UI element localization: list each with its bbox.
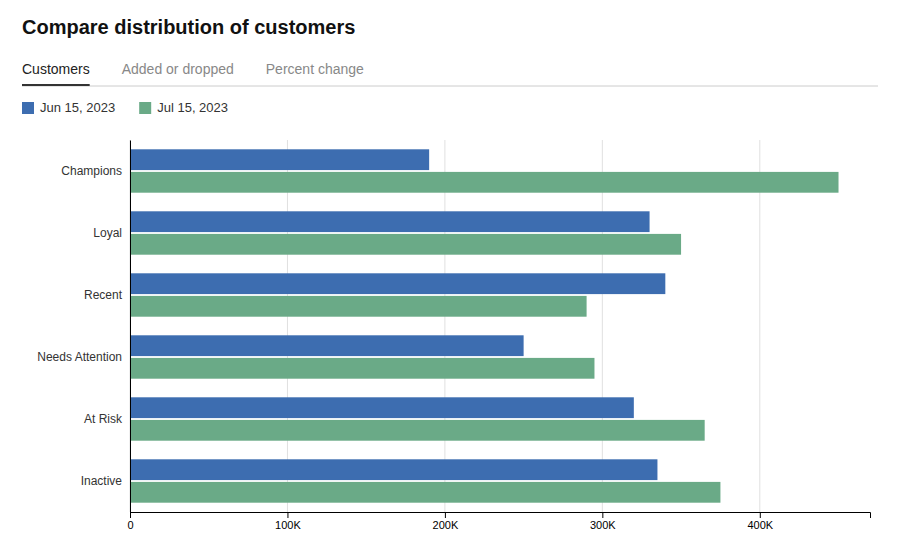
legend-label: Jul 15, 2023 xyxy=(157,100,228,115)
bar xyxy=(130,273,665,294)
grid-line xyxy=(287,140,288,512)
y-tick-label: Loyal xyxy=(93,226,122,240)
bar xyxy=(130,358,594,379)
y-tick-label: At Risk xyxy=(84,412,123,426)
title: Compare distribution of customers xyxy=(22,16,355,38)
y-tick: Needs Attention xyxy=(37,350,130,364)
legend-item: Jun 15, 2023 xyxy=(22,100,115,115)
x-tick-mark xyxy=(760,512,761,518)
plot: 0 100K 200K 300K 400K Champions Loyal Recent Nee… xyxy=(37,140,870,531)
legend-item: Jul 15, 2023 xyxy=(139,100,228,115)
grid-line xyxy=(130,140,131,512)
y-tick: Recent xyxy=(84,288,130,302)
y-tick-label: Needs Attention xyxy=(37,350,122,364)
tab-separator xyxy=(22,86,878,87)
grid-line xyxy=(759,140,760,512)
x-tick-label: 100K xyxy=(275,519,301,531)
y-tick-label: Inactive xyxy=(81,474,123,488)
x-tick-mark xyxy=(602,512,603,518)
legend-swatch xyxy=(139,102,151,114)
tab-underline xyxy=(22,84,90,86)
chart-svg: Compare distribution of customers Custome… xyxy=(0,0,900,548)
grid-line xyxy=(602,140,603,512)
bar xyxy=(130,296,587,317)
x-tick: 400K xyxy=(747,512,773,531)
bar xyxy=(130,459,657,480)
tab-label: Percent change xyxy=(266,61,364,77)
grid-line xyxy=(444,140,445,512)
y-tick-label: Recent xyxy=(84,288,123,302)
legend-label: Jun 15, 2023 xyxy=(40,100,115,115)
y-tick: Champions xyxy=(61,164,130,178)
bar xyxy=(130,149,429,170)
y-tick: At Risk xyxy=(84,412,130,426)
x-tick-mark xyxy=(287,512,288,518)
x-tick: 200K xyxy=(433,512,459,531)
x-tick-label: 400K xyxy=(747,519,773,531)
y-axis-line xyxy=(130,141,131,513)
x-tick-mark xyxy=(445,512,446,518)
x-tick-mark xyxy=(130,512,131,518)
bar xyxy=(130,335,524,356)
x-tick-label: 200K xyxy=(433,519,459,531)
x-axis-line xyxy=(131,513,871,519)
grid xyxy=(130,140,760,512)
x-tick-label: 0 xyxy=(127,519,133,531)
y-tick: Loyal xyxy=(93,226,130,240)
tab-label: Customers xyxy=(22,61,90,77)
bar xyxy=(130,211,650,232)
tab-label: Added or dropped xyxy=(122,61,234,77)
x-tick-label: 300K xyxy=(590,519,616,531)
legend-swatch xyxy=(22,102,34,114)
y-tick: Inactive xyxy=(81,474,130,488)
x-tick: 0 xyxy=(127,512,133,531)
bar xyxy=(130,397,634,418)
x-tick: 300K xyxy=(590,512,616,531)
bars xyxy=(130,149,839,502)
bar xyxy=(130,420,705,441)
y-tick-label: Champions xyxy=(61,164,122,178)
bar xyxy=(130,482,720,503)
bar xyxy=(130,234,681,255)
x-tick: 100K xyxy=(275,512,301,531)
x-axis: 0 100K 200K 300K 400K xyxy=(127,512,870,531)
y-axis: Champions Loyal Recent Needs Attention At Ri… xyxy=(37,141,130,513)
bar xyxy=(130,172,839,193)
legend: Jun 15, 2023 Jul 15, 2023 xyxy=(22,100,228,115)
